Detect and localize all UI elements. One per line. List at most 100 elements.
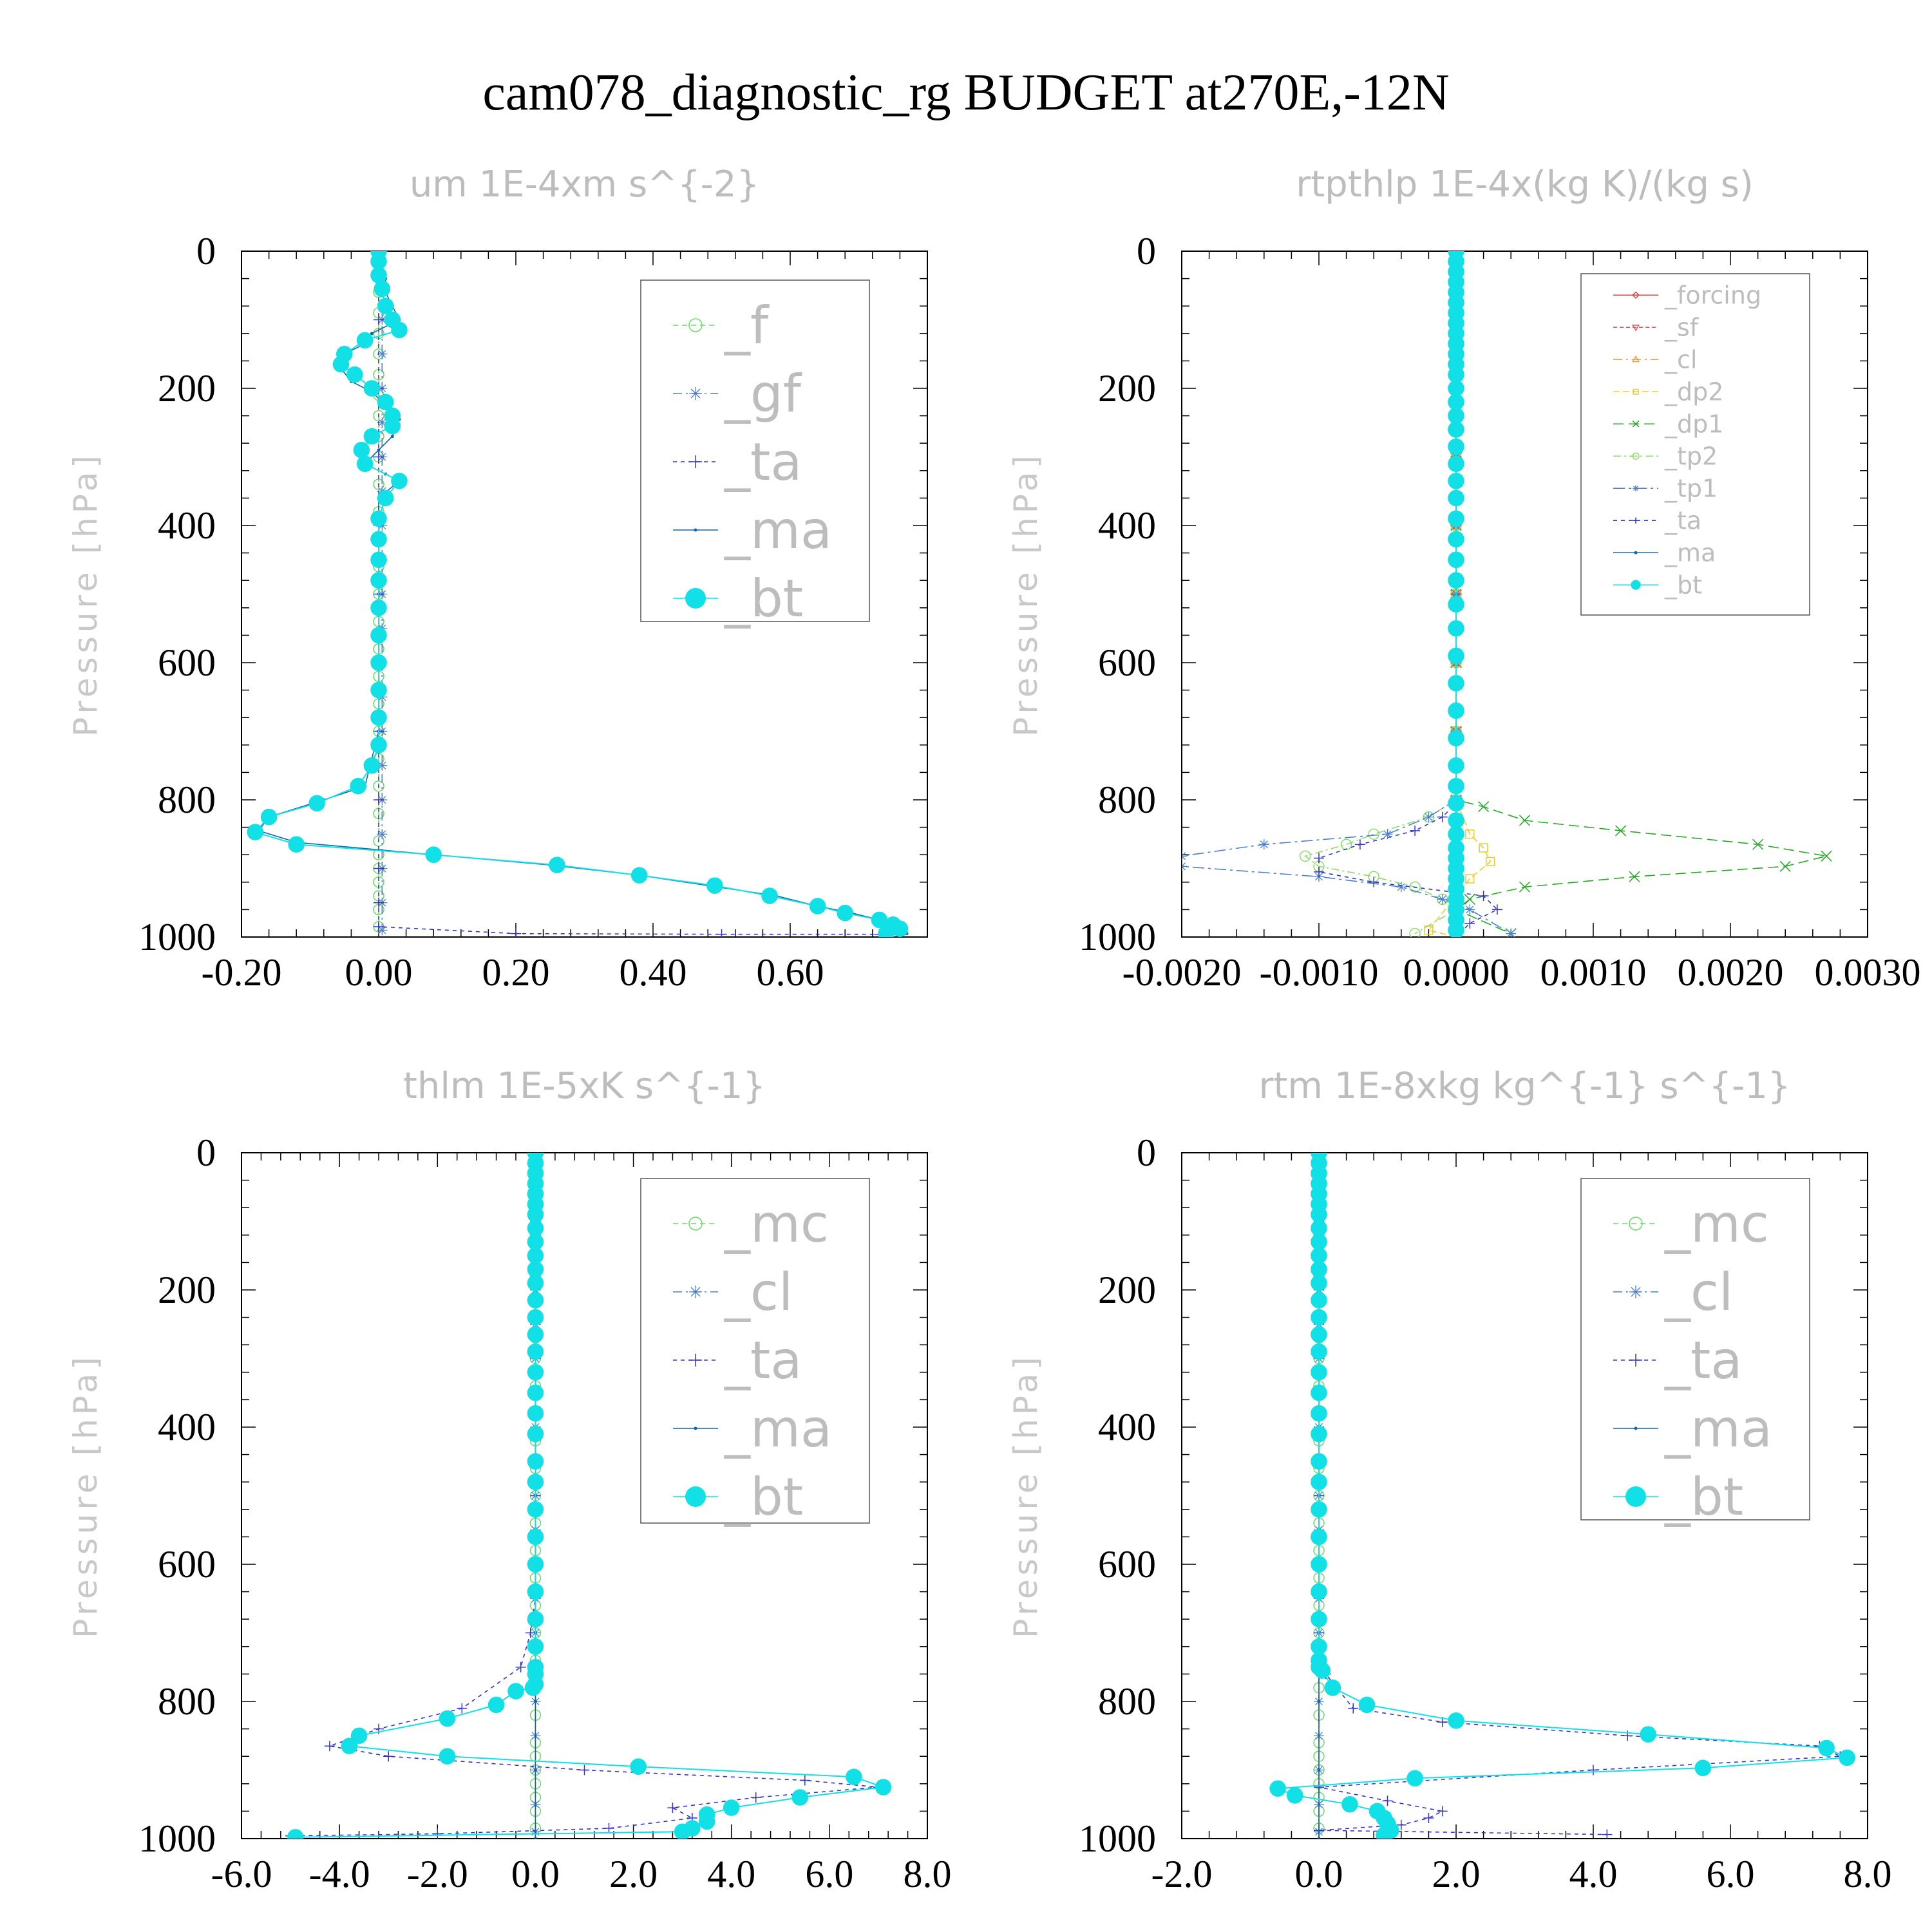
x-tick-label: 0.0 <box>1295 1853 1343 1895</box>
data-point <box>1448 572 1464 589</box>
data-point <box>1311 1292 1327 1309</box>
data-point <box>1478 891 1489 902</box>
data-point <box>891 920 909 937</box>
data-point <box>1286 1787 1303 1804</box>
plot-area: -6.0 -4.0 -2.0 0.0 2.0 4.0 6.0 8.0 0 200 400 600 800… <box>138 1132 952 1895</box>
data-point <box>370 600 387 616</box>
data-point <box>391 321 408 339</box>
data-point <box>527 1343 544 1360</box>
data-point <box>1448 795 1464 812</box>
data-point <box>391 472 408 489</box>
x-tick-label: -0.0020 <box>1122 951 1242 994</box>
data-point <box>1448 438 1464 455</box>
data-point <box>527 1309 544 1326</box>
data-point <box>1821 850 1832 862</box>
plot-frame <box>1181 1152 1868 1839</box>
y-tick-label: 200 <box>158 367 216 410</box>
legend-marker <box>694 1426 697 1430</box>
data-point <box>1348 1703 1359 1714</box>
data-point <box>1317 1768 1321 1772</box>
legend-label: _mc <box>724 1194 829 1254</box>
y-tick-label: 400 <box>1098 1406 1156 1448</box>
data-point <box>1311 1247 1327 1264</box>
data-point <box>1311 1220 1327 1236</box>
data-point <box>1410 825 1421 836</box>
data-point <box>356 332 374 349</box>
y-tick-label: 800 <box>1098 779 1156 821</box>
data-point <box>750 1792 761 1803</box>
panel-title: rtm 1E-8xkg kg^{-1} s^{-1} <box>1258 1065 1790 1107</box>
y-tick-label: 600 <box>1098 641 1156 684</box>
data-point <box>377 489 394 507</box>
data-point <box>1396 1819 1406 1830</box>
data-point <box>527 1556 544 1573</box>
data-point <box>533 1700 537 1703</box>
x-tick-label: 0.0000 <box>1403 951 1510 994</box>
data-point <box>370 627 387 644</box>
data-point <box>1448 380 1464 397</box>
data-point <box>373 780 384 792</box>
y-tick-label: 1000 <box>138 916 216 958</box>
legend-item: _tp2 <box>1613 442 1718 471</box>
panel-um: um 1E-4xm s^{-2} Pressure [hPa] -0.20 0.0… <box>67 164 928 994</box>
data-point <box>1448 596 1464 613</box>
legend-marker <box>685 588 706 609</box>
data-point <box>809 898 826 914</box>
data-point <box>377 829 388 840</box>
data-point <box>527 1425 544 1443</box>
data-point <box>425 846 442 863</box>
data-point <box>716 929 727 937</box>
data-point <box>1311 1309 1327 1326</box>
data-point <box>527 1611 544 1627</box>
legend: _mc _cl _ta _ma _bt <box>1580 1178 1810 1527</box>
legend-item: _bt <box>673 569 803 629</box>
data-point <box>1448 777 1464 795</box>
data-point <box>1752 838 1764 850</box>
legend-label: _ma <box>1664 1399 1772 1459</box>
data-point <box>1368 828 1379 840</box>
data-point <box>288 836 305 853</box>
x-tick-label: -0.20 <box>202 951 282 994</box>
legend-label: _mc <box>1664 1194 1769 1254</box>
data-point <box>1311 1384 1327 1401</box>
data-point <box>363 380 381 397</box>
legend-marker <box>1629 1217 1643 1231</box>
data-point <box>630 1758 647 1775</box>
data-point <box>374 451 384 462</box>
data-point <box>1464 904 1475 915</box>
data-point <box>1340 838 1352 850</box>
panel-thlm: thlm 1E-5xK s^{-1} Pressure [hPa] -6.0 -4… <box>67 1065 952 1895</box>
data-point <box>488 1696 505 1714</box>
y-tick-label: 400 <box>158 504 216 547</box>
data-point <box>1629 871 1640 882</box>
data-point <box>1506 928 1517 937</box>
data-point <box>723 1799 740 1816</box>
legend-label: _ma <box>724 1399 832 1459</box>
data-point <box>1465 829 1475 839</box>
legend-label: _ta <box>1664 507 1701 535</box>
data-point <box>527 1501 544 1518</box>
data-point <box>1368 876 1379 887</box>
data-point <box>1311 1528 1327 1546</box>
data-point <box>1448 366 1464 383</box>
data-point <box>799 1775 810 1786</box>
data-point <box>527 1292 544 1309</box>
legend-marker <box>689 387 702 400</box>
data-point <box>1423 811 1434 822</box>
data-point <box>363 428 381 445</box>
data-point <box>1311 1453 1327 1470</box>
legend-marker <box>685 1486 706 1507</box>
panel-rtm: rtm 1E-8xkg kg^{-1} s^{-1} Pressure [hPa… <box>1007 1065 1892 1895</box>
y-tick-label: 800 <box>1098 1680 1156 1723</box>
y-tick-label: 400 <box>1098 504 1156 547</box>
data-point <box>374 897 384 908</box>
legend-marker <box>689 1354 702 1367</box>
legend-item: _cl <box>673 1262 793 1322</box>
data-point <box>346 366 363 383</box>
x-tick-label: 0.40 <box>620 951 687 994</box>
data-point <box>667 1803 678 1814</box>
y-tick-label: 400 <box>158 1406 216 1448</box>
legend-label: _gf <box>724 364 802 424</box>
plot-frame <box>241 251 928 938</box>
x-tick-label: 6.0 <box>1707 1853 1755 1895</box>
